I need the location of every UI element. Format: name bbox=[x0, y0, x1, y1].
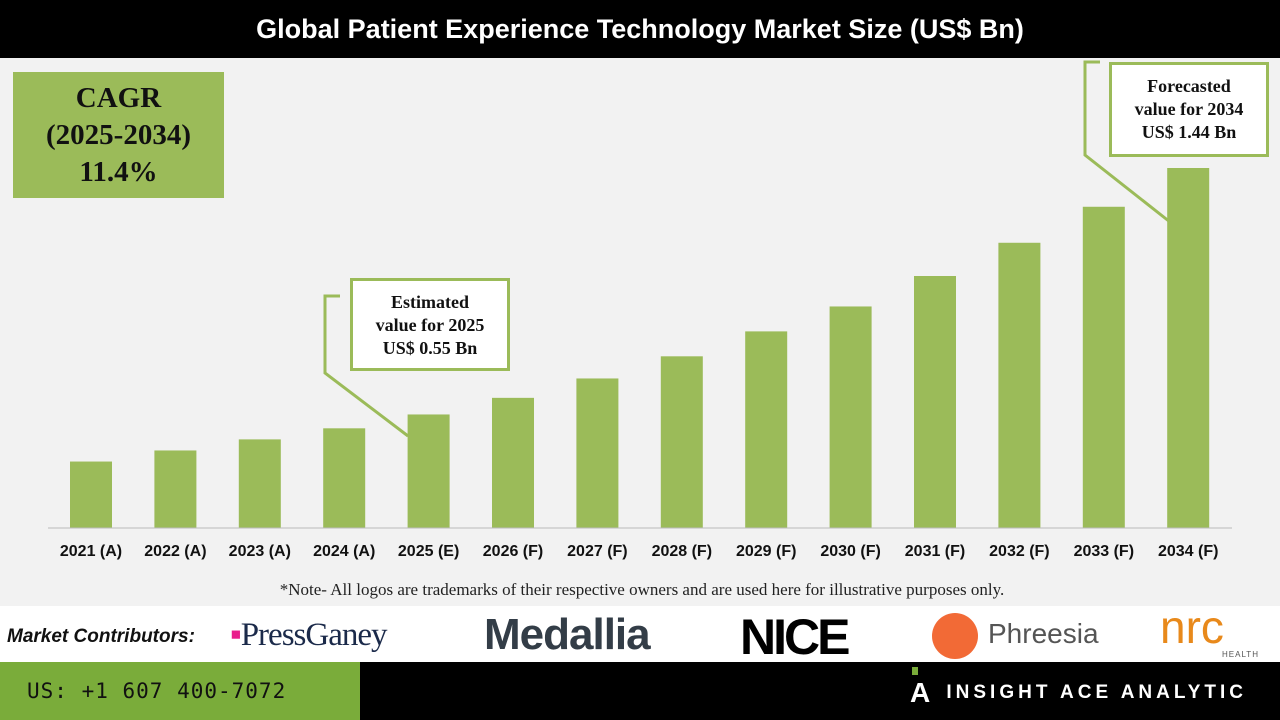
callout-2034: Forecasted value for 2034 US$ 1.44 Bn bbox=[1109, 62, 1269, 157]
brand-name: INSIGHT ACE ANALYTIC bbox=[946, 682, 1247, 703]
nice-logo: NICE bbox=[740, 609, 850, 665]
footer-brand-bar: A INSIGHT ACE ANALYTIC bbox=[360, 662, 1280, 720]
x-tick-label: 2031 (F) bbox=[905, 543, 965, 560]
x-tick-label: 2033 (F) bbox=[1074, 543, 1134, 560]
x-tick-label: 2025 (E) bbox=[398, 543, 459, 560]
callout-2034-leader bbox=[1083, 60, 1171, 224]
x-tick-label: 2028 (F) bbox=[652, 543, 712, 560]
pressganey-logo: ▪PressGaney bbox=[230, 617, 388, 653]
brand-logo-icon bbox=[912, 667, 918, 675]
x-tick-label: 2024 (A) bbox=[313, 543, 375, 560]
x-tick-label: 2032 (F) bbox=[989, 543, 1049, 560]
bar bbox=[323, 428, 366, 528]
chart-title: Global Patient Experience Technology Mar… bbox=[0, 0, 1280, 58]
callout-2025-line2: value for 2025 bbox=[375, 315, 485, 335]
medallia-logo: Medallia bbox=[484, 610, 651, 659]
bar bbox=[1082, 206, 1125, 528]
x-tick-label: 2027 (F) bbox=[567, 543, 627, 560]
nrc-health-text: HEALTH bbox=[1222, 650, 1259, 659]
bar-chart: 2021 (A) 2022 (A) 2023 (A) 2024 (A) 2025 (E)… bbox=[48, 60, 1232, 560]
cagr-label: CAGR bbox=[75, 82, 162, 114]
bar bbox=[70, 461, 112, 528]
x-tick-label: 2034 (F) bbox=[1158, 543, 1218, 560]
cagr-period: (2025-2034) bbox=[46, 119, 191, 151]
nrc-logo: nrc bbox=[1160, 601, 1224, 653]
cagr-box: CAGR (2025-2034) 11.4% bbox=[13, 72, 224, 198]
callout-2034-line1: Forecasted bbox=[1147, 76, 1231, 96]
bar bbox=[576, 378, 619, 528]
contributors-bar bbox=[0, 607, 1280, 662]
x-tick-label: 2029 (F) bbox=[736, 543, 796, 560]
bar bbox=[914, 276, 956, 528]
brand-logo-letter: A bbox=[910, 677, 931, 708]
bar bbox=[407, 414, 450, 528]
bar bbox=[154, 450, 197, 528]
callout-2025-value: US$ 0.55 Bn bbox=[382, 338, 478, 358]
callout-2034-line2: value for 2034 bbox=[1134, 99, 1244, 119]
trademark-note: *Note- All logos are trademarks of their… bbox=[279, 580, 1005, 599]
bar bbox=[238, 439, 281, 528]
callout-2034-value: US$ 1.44 Bn bbox=[1141, 122, 1237, 142]
x-tick-label: 2030 (F) bbox=[820, 543, 880, 560]
cagr-value: 11.4% bbox=[79, 156, 158, 188]
bar bbox=[829, 306, 872, 528]
phreesia-circle-icon bbox=[932, 613, 978, 659]
contributors-label: Market Contributors: bbox=[7, 626, 195, 647]
x-tick-label: 2021 (A) bbox=[60, 543, 122, 560]
bar bbox=[660, 356, 703, 528]
bar bbox=[492, 397, 534, 528]
bar bbox=[1167, 168, 1210, 528]
callout-2025-leader bbox=[323, 294, 409, 438]
phreesia-logo: Phreesia bbox=[988, 618, 1099, 649]
x-tick-label: 2023 (A) bbox=[229, 543, 291, 560]
bar bbox=[745, 331, 788, 528]
phone-number: US: +1 607 400-7072 bbox=[0, 662, 360, 720]
x-tick-label: 2026 (F) bbox=[483, 543, 543, 560]
callout-2025: Estimated value for 2025 US$ 0.55 Bn bbox=[350, 278, 510, 371]
bar bbox=[998, 242, 1041, 528]
callout-2025-line1: Estimated bbox=[391, 292, 469, 312]
x-tick-label: 2022 (A) bbox=[144, 543, 206, 560]
